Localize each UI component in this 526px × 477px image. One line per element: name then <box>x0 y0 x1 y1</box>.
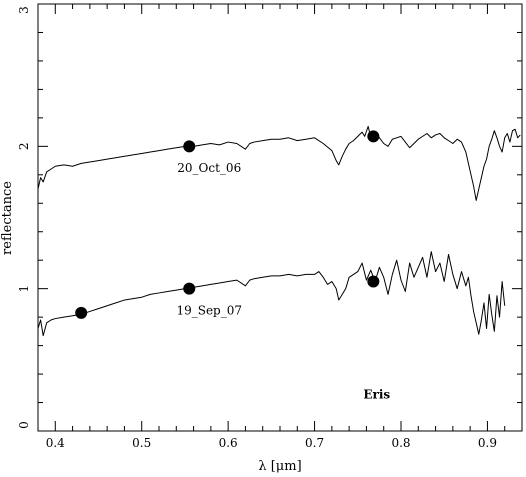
series-line-19-sep-07 <box>37 251 506 337</box>
data-marker <box>75 306 88 319</box>
data-marker <box>183 282 196 295</box>
eris-annotation: Eris <box>363 387 390 401</box>
axis-ticks <box>37 3 523 432</box>
series-label: 19_Sep_07 <box>176 303 242 317</box>
x-tick-label: 0.6 <box>219 436 238 450</box>
x-tick-label: 0.8 <box>391 436 410 450</box>
x-tick-label: 0.7 <box>305 436 324 450</box>
data-markers <box>75 130 380 319</box>
series-labels: 20_Oct_06 19_Sep_07 <box>176 161 242 317</box>
y-tick-label: 3 <box>17 6 31 14</box>
x-tick-label: 0.4 <box>46 436 65 450</box>
y-tick-label: 2 <box>17 143 31 151</box>
data-marker <box>367 275 380 288</box>
y-tick-label: 0 <box>17 421 31 429</box>
data-marker <box>367 130 380 143</box>
series-line-20-oct-06 <box>37 125 521 201</box>
series-lines <box>37 125 521 337</box>
x-tick-label: 0.5 <box>132 436 151 450</box>
y-axis-label: reflectance <box>0 181 15 255</box>
x-axis-label: λ [μm] <box>258 459 301 474</box>
plot-frame <box>37 3 523 432</box>
y-tick-label: 1 <box>17 285 31 293</box>
series-label: 20_Oct_06 <box>177 161 241 175</box>
axis-tick-labels: 0.4 0.5 0.6 0.7 0.8 0.9 0 1 2 3 <box>17 6 497 450</box>
x-tick-label: 0.9 <box>478 436 497 450</box>
data-marker <box>183 140 196 153</box>
